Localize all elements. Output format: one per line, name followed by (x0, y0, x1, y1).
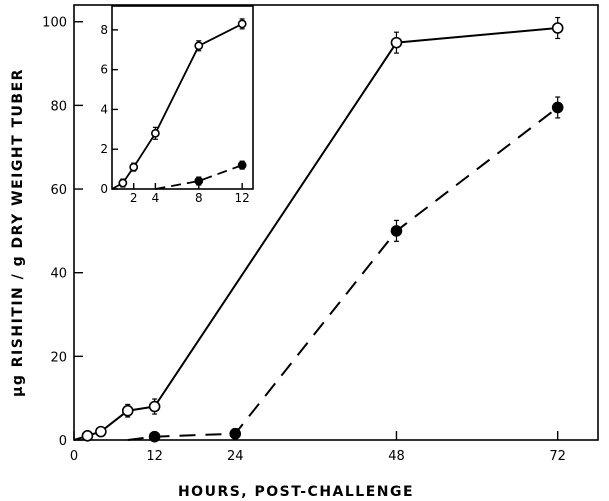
main-y-tick-label-80: 80 (50, 99, 67, 114)
main-series-solid-point-6 (551, 22, 564, 34)
inset-series-dashed (155, 160, 247, 190)
main-y-tick-label-100: 100 (42, 16, 67, 31)
inset-series-dashed-point-1 (194, 176, 204, 186)
inset-y-tick-label-8: 8 (100, 23, 108, 37)
main-series-layer (73, 16, 564, 443)
inset-plot-frame (111, 5, 254, 190)
inset-y-tick-label-0: 0 (100, 182, 108, 196)
main-series-solid-point-1 (81, 430, 94, 442)
inset-x-tick-label-4: 4 (152, 191, 160, 205)
inset-series-solid-point-2 (129, 162, 139, 172)
main-x-tick-label-24: 24 (227, 449, 244, 464)
main-frame-rect (73, 4, 599, 441)
main-y-tick-label-40: 40 (50, 267, 67, 282)
main-series-dashed-point-3 (390, 225, 403, 237)
inset-series-solid (111, 18, 247, 190)
inset-y-tick-label-4: 4 (100, 102, 108, 116)
inset-series-dashed-point-2 (237, 160, 247, 170)
inset-x-tick-label-2: 2 (130, 191, 138, 205)
main-y-tick-label-0: 0 (59, 434, 67, 449)
inset-y-tick-label-2: 2 (100, 142, 108, 156)
main-series-solid-point-2 (95, 425, 107, 438)
inset-series-solid-point-3 (150, 128, 160, 138)
main-series-solid (73, 16, 564, 442)
main-y-tick-label-20: 20 (50, 350, 67, 365)
main-series-solid-point-4 (148, 400, 161, 413)
inset-series-solid-point-4 (194, 41, 204, 51)
inset-x-tick-label-12: 12 (235, 191, 250, 205)
main-x-tick-label-48: 48 (388, 449, 405, 464)
main-series-dashed-point-2 (229, 427, 242, 440)
inset-series-solid-point-1 (118, 178, 128, 188)
inset-x-tick-label-8: 8 (195, 191, 203, 205)
main-series-solid-point-5 (390, 36, 403, 49)
y-axis-label: µg RISHITIN / g DRY WEIGHT TUBER (10, 68, 26, 397)
main-plot-frame (73, 4, 599, 441)
main-x-tick-label-72: 72 (549, 449, 566, 464)
main-x-tick-label-0: 0 (70, 449, 78, 464)
inset-frame-rect (111, 5, 254, 190)
main-y-tick-label-60: 60 (50, 183, 67, 198)
main-series-dashed (127, 96, 564, 443)
x-axis-label: HOURS, POST-CHALLENGE (178, 484, 414, 500)
inset-series-solid-point-5 (237, 19, 247, 29)
inset-series-layer (111, 18, 247, 190)
main-series-dashed-point-4 (551, 101, 564, 114)
inset-y-tick-label-6: 6 (100, 63, 108, 77)
main-series-solid-point-3 (121, 404, 134, 417)
main-x-tick-label-12: 12 (146, 449, 163, 464)
main-series-dashed-point-1 (148, 430, 161, 443)
